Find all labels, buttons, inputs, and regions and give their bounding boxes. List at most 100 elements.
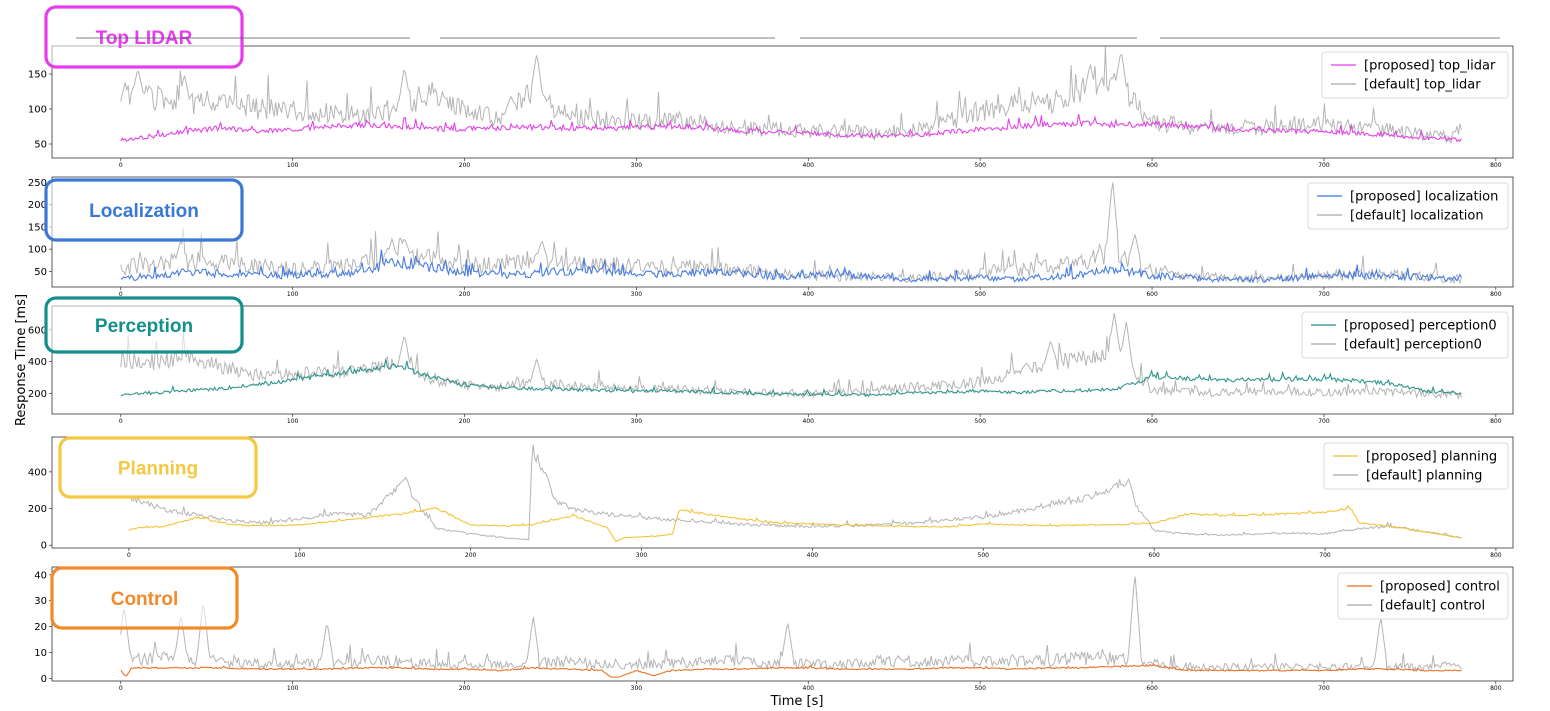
- y-tick-label: 20: [34, 622, 47, 633]
- subplot-panel: 0 100 200 300 400 500 600 700 800 200 400 600 [propo…: [28, 296, 1514, 425]
- x-tick-label: 700: [1318, 162, 1330, 169]
- x-tick-label: 600: [1148, 552, 1160, 559]
- x-tick-label: 0: [119, 162, 123, 169]
- series-line: [120, 663, 1462, 678]
- subplot-panel: 0 100 200 300 400 500 600 700 800 0 10 20 30 40 [propo…: [34, 566, 1514, 692]
- x-tick-label: 600: [1146, 685, 1158, 692]
- legend-entry: [proposed] planning: [1366, 450, 1497, 465]
- series-line: [120, 113, 1462, 143]
- x-tick-label: 800: [1490, 685, 1502, 692]
- x-tick-label: 300: [631, 418, 643, 425]
- callout-label: Top LIDAR: [96, 28, 193, 49]
- y-tick-label: 100: [28, 245, 47, 256]
- subplot-stack: 0 100 200 300 400 500 600 700 80050100150[propos…: [28, 5, 1514, 692]
- x-tick-label: 200: [465, 552, 477, 559]
- legend-entry: [default] planning: [1366, 469, 1482, 484]
- callout-label: Control: [111, 589, 179, 610]
- y-tick-label: 30: [34, 596, 47, 607]
- x-tick-label: 400: [803, 291, 815, 298]
- x-tick-label: 400: [803, 418, 815, 425]
- x-tick-label: 800: [1490, 418, 1502, 425]
- x-tick-label: 500: [978, 552, 990, 559]
- x-tick-label: 500: [974, 291, 986, 298]
- x-axis-title: Time [s]: [770, 694, 824, 709]
- plot-frame: [51, 305, 1514, 415]
- callout-label: Localization: [89, 201, 199, 222]
- callout-label: Planning: [118, 459, 198, 480]
- legend-entry: [default] perception0: [1344, 338, 1482, 353]
- x-tick-label: 500: [974, 685, 986, 692]
- legend-box: [1323, 442, 1509, 490]
- y-tick-label: 250: [28, 178, 47, 189]
- subplot-panel: 0 100 200 300 400 500 600 700 800 50 100 150 [propos…: [28, 5, 1514, 169]
- series-line: [128, 444, 1462, 541]
- x-tick-label: 200: [459, 291, 471, 298]
- y-axis-title: Response Time [ms]: [14, 294, 29, 426]
- legend: [proposed] top_lidar [default] top_lidar: [1321, 51, 1509, 99]
- x-tick-label: 300: [631, 162, 643, 169]
- legend: [proposed] planning [default] planning: [1323, 442, 1509, 490]
- y-tick-label: 40: [34, 570, 47, 581]
- callout-frame: [58, 436, 258, 499]
- x-tick-label: 200: [459, 418, 471, 425]
- series-line: [128, 504, 1462, 543]
- series-line: [120, 182, 1462, 285]
- x-tick-label: 300: [631, 685, 643, 692]
- callout-frame: [44, 178, 244, 242]
- legend-box: [1321, 51, 1509, 99]
- x-tick-label: 100: [294, 552, 306, 559]
- x-tick-label: 800: [1490, 162, 1502, 169]
- panel-callout: Localization: [44, 178, 244, 242]
- y-tick-label: 0: [41, 541, 47, 552]
- x-tick-label: 0: [119, 418, 123, 425]
- y-tick-label: 0: [41, 674, 47, 685]
- y-tick-label: 600: [28, 325, 47, 336]
- plot-frame: [51, 566, 1514, 682]
- x-tick-label: 200: [459, 162, 471, 169]
- legend-entry: [proposed] top_lidar: [1364, 59, 1496, 74]
- callout-frame: [50, 566, 239, 630]
- x-tick-label: 600: [1146, 291, 1158, 298]
- series-line: [120, 359, 1462, 398]
- x-tick-label: 800: [1490, 291, 1502, 298]
- legend: [proposed] localization [default] localiz…: [1307, 182, 1509, 230]
- series-line: [120, 313, 1462, 400]
- x-tick-label: 400: [807, 552, 819, 559]
- x-tick-label: 100: [287, 685, 299, 692]
- x-tick-label: 400: [803, 685, 815, 692]
- x-tick-label: 100: [287, 418, 299, 425]
- series-line: [120, 46, 1462, 144]
- panel-callout: Perception: [44, 296, 244, 354]
- x-tick-label: 400: [803, 162, 815, 169]
- legend: [proposed] control [default] control: [1337, 572, 1509, 620]
- subplot-panel: 0 100 200 300 400 500 600 700 800 50 100 150 200 250 […: [28, 176, 1514, 298]
- x-tick-label: 100: [287, 291, 299, 298]
- legend-entry: [default] control: [1380, 599, 1485, 614]
- panel-callout: Top LIDAR: [44, 5, 244, 69]
- y-tick-label: 400: [28, 357, 47, 368]
- callout-frame: [44, 296, 244, 354]
- y-tick-label: 50: [34, 267, 47, 278]
- legend-entry: [default] localization: [1350, 209, 1484, 224]
- series-line: [120, 249, 1462, 284]
- x-tick-label: 100: [287, 162, 299, 169]
- y-tick-label: 100: [28, 105, 47, 116]
- y-tick-label: 400: [28, 467, 47, 478]
- legend-entry: [proposed] localization: [1350, 190, 1498, 205]
- x-tick-label: 700: [1318, 418, 1330, 425]
- y-tick-label: 200: [28, 200, 47, 211]
- legend-box: [1301, 311, 1509, 359]
- x-tick-label: 0: [119, 291, 123, 298]
- x-tick-label: 0: [119, 685, 123, 692]
- x-tick-label: 200: [459, 685, 471, 692]
- y-tick-label: 50: [34, 140, 47, 151]
- x-tick-label: 0: [127, 552, 131, 559]
- legend-entry: [proposed] perception0: [1344, 319, 1497, 334]
- y-tick-label: 150: [28, 70, 47, 81]
- x-tick-label: 500: [974, 418, 986, 425]
- x-tick-label: 300: [631, 291, 643, 298]
- x-tick-label: 700: [1318, 291, 1330, 298]
- legend-box: [1337, 572, 1509, 620]
- y-tick-label: 200: [28, 504, 47, 515]
